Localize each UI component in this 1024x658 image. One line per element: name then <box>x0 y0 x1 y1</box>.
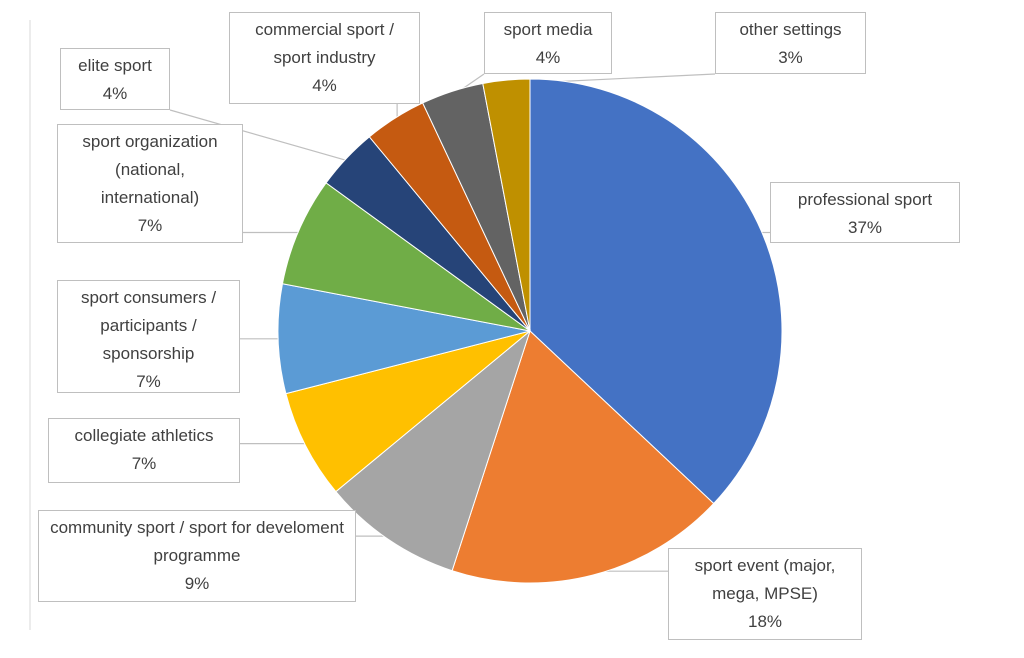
value-label: 4% <box>312 76 337 95</box>
category-label: professional sport <box>797 190 933 209</box>
data-label: sport media 4% <box>484 12 612 74</box>
value-label: 4% <box>102 84 128 103</box>
data-label: elite sport 4% <box>60 48 170 110</box>
value-label: 4% <box>535 48 561 67</box>
pie-slice <box>281 182 531 332</box>
pie-slice <box>285 330 531 493</box>
category-label: sport event (major, mega, MPSE) <box>694 556 836 603</box>
category-label: other settings <box>739 20 842 39</box>
data-label: sport event (major, mega, MPSE) 18% <box>668 548 862 640</box>
data-label: collegiate athletics 7% <box>48 418 240 483</box>
pie-slice <box>335 329 532 572</box>
data-label: sport organization (national, internatio… <box>57 124 243 243</box>
value-label: 37% <box>847 218 883 237</box>
data-label: community sport / sport for develoment p… <box>38 510 356 602</box>
category-label: sport organization (national, internatio… <box>82 132 218 207</box>
data-label: other settings 3% <box>715 12 866 74</box>
data-label: sport consumers / participants / sponsor… <box>57 280 240 393</box>
value-label: 7% <box>131 454 157 473</box>
value-label: 18% <box>747 612 783 631</box>
pie-slice <box>482 78 531 332</box>
category-label: collegiate athletics <box>74 426 214 445</box>
pie-slice <box>529 78 783 505</box>
pie-slice <box>451 330 715 584</box>
leader-line <box>169 109 350 162</box>
category-label: sport consumers / participants / sponsor… <box>80 288 217 363</box>
pie-slice <box>277 283 531 395</box>
data-label: professional sport 37% <box>770 182 960 243</box>
category-label: sport media <box>503 20 593 39</box>
value-label: 7% <box>136 372 161 391</box>
category-label: commercial sport / sport industry <box>255 20 394 67</box>
category-label: community sport / sport for develoment p… <box>50 518 344 565</box>
value-label: 7% <box>137 216 163 235</box>
category-label: elite sport <box>78 56 152 75</box>
data-label: commercial sport / sport industry 4% <box>229 12 420 104</box>
value-label: 9% <box>184 574 210 593</box>
value-label: 3% <box>778 48 803 67</box>
